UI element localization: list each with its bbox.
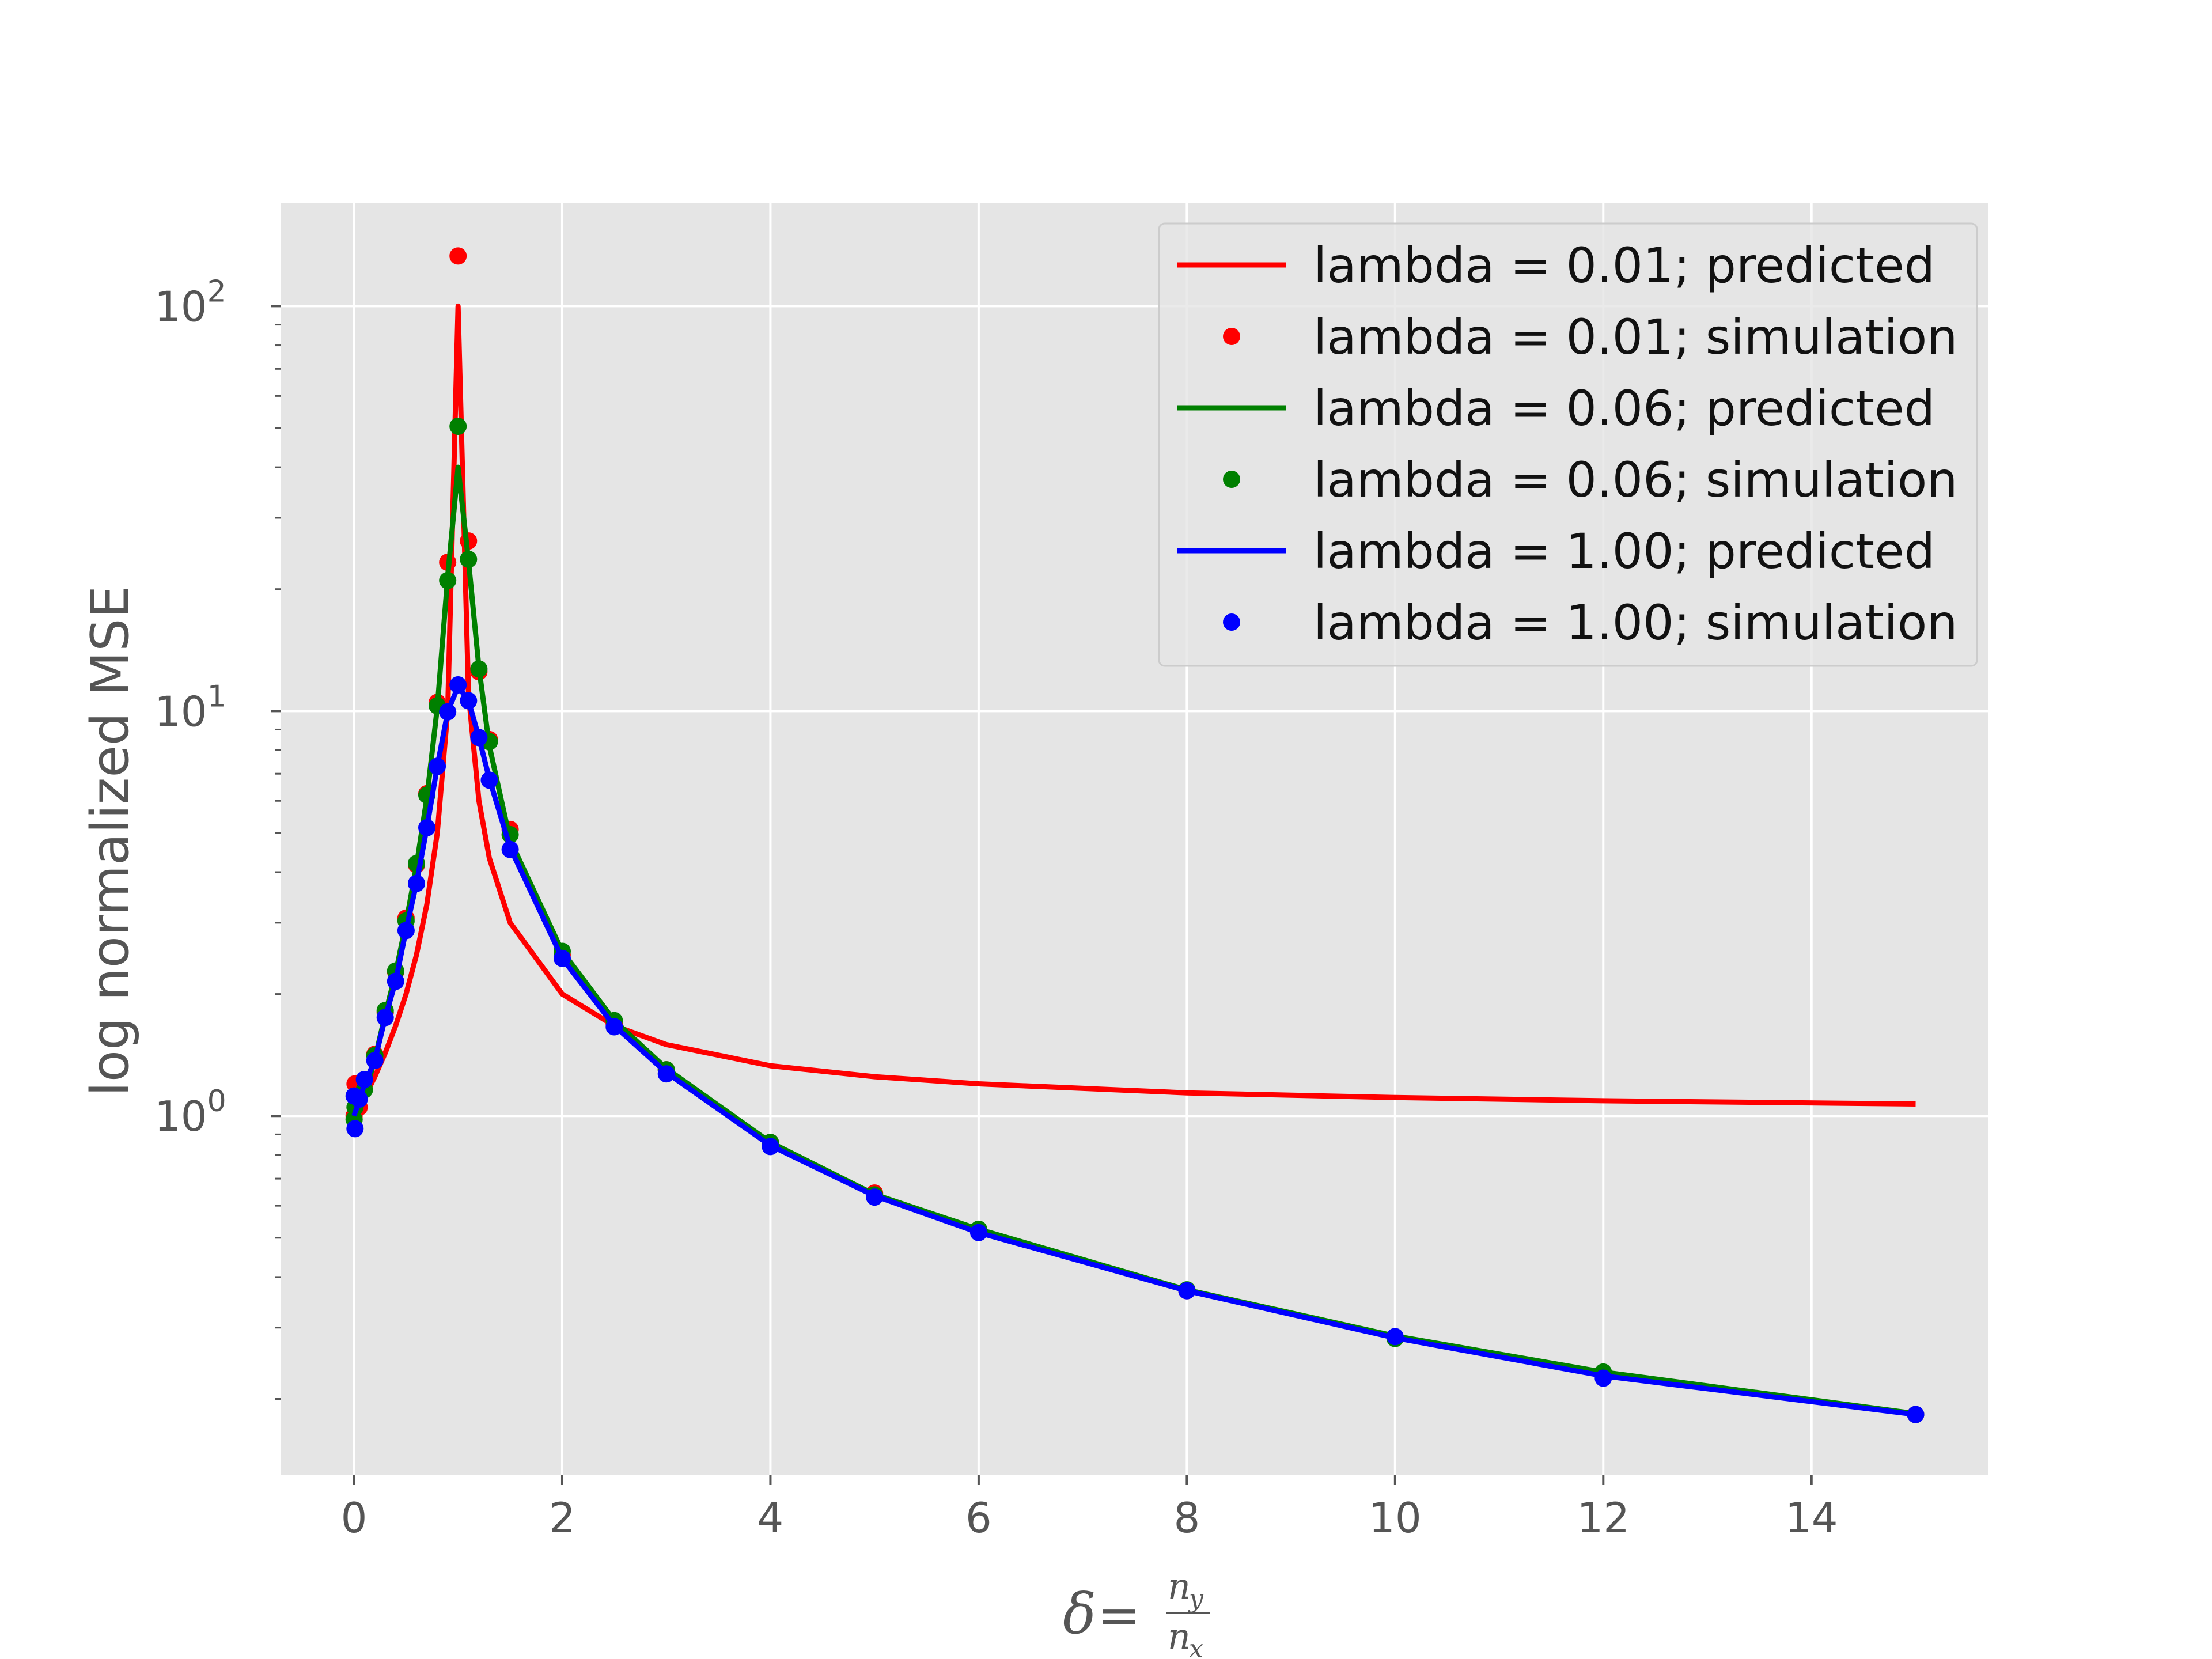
legend-box	[1158, 222, 1978, 667]
data-point	[418, 819, 435, 836]
data-point	[1907, 1406, 1925, 1423]
data-point	[762, 1138, 779, 1156]
x-label-numerator: n	[1168, 1565, 1191, 1607]
data-point	[366, 1052, 384, 1070]
data-point	[605, 1018, 623, 1036]
x-label-numerator-sub: y	[1188, 1584, 1204, 1613]
data-point	[408, 874, 425, 892]
y-tick-label: 100	[154, 1084, 226, 1141]
legend-item: lambda = 1.00; simulation	[1223, 594, 1957, 651]
data-point	[969, 1224, 987, 1241]
data-point	[657, 1065, 675, 1083]
data-point	[346, 1120, 364, 1138]
y-tick-label: 102	[154, 274, 226, 331]
x-axis-ticks: 0 2 4 6 8 10 12 14	[341, 1475, 1838, 1542]
legend-point-swatch	[1223, 613, 1240, 631]
data-point	[470, 729, 488, 747]
data-point	[355, 1071, 373, 1088]
data-point	[387, 972, 404, 990]
y-axis-ticks: 100 101 102	[154, 274, 281, 1141]
x-label-denominator: n	[1168, 1615, 1191, 1657]
data-point	[1594, 1369, 1612, 1387]
legend-point-swatch	[1223, 328, 1240, 345]
series-5	[345, 676, 1925, 1423]
data-point	[554, 949, 571, 967]
x-label-denominator-sub: x	[1189, 1634, 1203, 1659]
legend-label: lambda = 1.00; predicted	[1313, 523, 1935, 579]
x-tick-label: 14	[1785, 1494, 1838, 1542]
series-layer	[345, 247, 1925, 1423]
data-point	[866, 1188, 884, 1206]
legend-item: lambda = 0.06; predicted	[1177, 380, 1935, 437]
data-point	[480, 771, 498, 789]
x-tick-label: 4	[757, 1494, 784, 1542]
legend-label: lambda = 0.06; simulation	[1313, 452, 1957, 508]
data-point	[397, 922, 415, 940]
data-point	[460, 692, 478, 710]
data-point	[460, 550, 478, 568]
data-point	[449, 418, 467, 435]
x-tick-label: 6	[965, 1494, 992, 1542]
legend-label: lambda = 0.01; simulation	[1313, 309, 1957, 365]
legend-label: lambda = 1.00; simulation	[1313, 594, 1957, 651]
y-tick-label: 101	[154, 679, 226, 736]
legend-item: lambda = 1.00; predicted	[1177, 523, 1935, 579]
data-point	[1178, 1282, 1196, 1300]
x-tick-label: 2	[549, 1494, 575, 1542]
x-tick-label: 12	[1577, 1494, 1630, 1542]
minor-ticks	[275, 324, 281, 1400]
legend-item: lambda = 0.01; predicted	[1177, 237, 1935, 294]
legend: lambda = 0.01; predicted lambda = 0.01; s…	[1158, 222, 1978, 667]
x-label-lhs: δ	[1063, 1582, 1096, 1646]
data-point	[439, 703, 457, 721]
x-tick-label: 8	[1173, 1494, 1200, 1542]
legend-point-swatch	[1223, 471, 1240, 488]
data-point	[449, 676, 467, 694]
x-axis-label: δ = n y n x	[1063, 1565, 1210, 1659]
data-point	[376, 1009, 394, 1027]
x-tick-label: 0	[341, 1494, 368, 1542]
legend-item: lambda = 0.01; simulation	[1223, 309, 1957, 365]
x-label-eq: =	[1097, 1585, 1141, 1646]
data-point	[1386, 1328, 1404, 1346]
legend-item: lambda = 0.06; simulation	[1223, 452, 1957, 508]
legend-label: lambda = 0.06; predicted	[1313, 380, 1935, 437]
data-point	[350, 1090, 368, 1108]
y-axis-label: log normalized MSE	[80, 586, 141, 1096]
data-point	[501, 840, 519, 858]
legend-label: lambda = 0.01; predicted	[1313, 237, 1935, 294]
data-point	[470, 660, 488, 678]
data-point	[429, 757, 446, 775]
x-tick-label: 10	[1369, 1494, 1422, 1542]
data-point	[439, 571, 457, 589]
data-point	[449, 247, 467, 265]
